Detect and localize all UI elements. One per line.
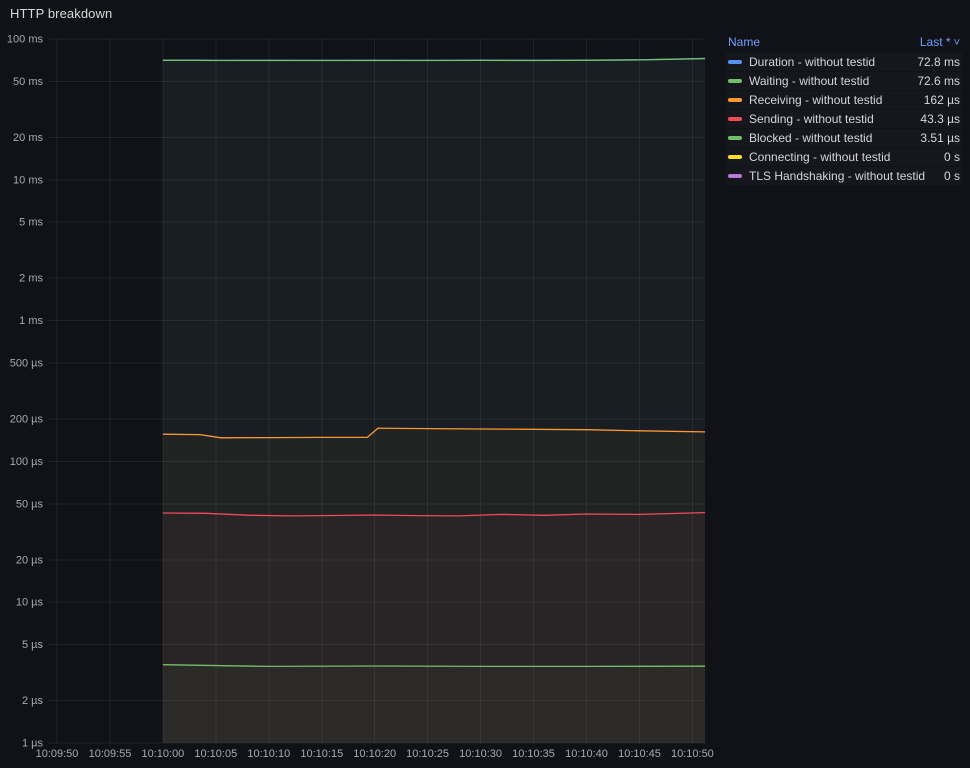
svg-text:20 ms: 20 ms [13, 132, 43, 144]
legend-series-label: Sending - without testid [749, 112, 874, 126]
legend-column-name[interactable]: Name [728, 34, 761, 49]
legend-row[interactable]: Duration - without testid 72.8 ms [726, 53, 962, 71]
legend-row[interactable]: Blocked - without testid 3.51 µs [726, 129, 962, 147]
series-color-marker[interactable] [728, 117, 742, 121]
legend-series-label: TLS Handshaking - without testid [749, 169, 926, 183]
panel-title[interactable]: HTTP breakdown [10, 6, 113, 21]
svg-text:10:10:30: 10:10:30 [459, 748, 502, 760]
series-color-marker[interactable] [728, 136, 742, 140]
svg-text:5 ms: 5 ms [19, 217, 43, 229]
svg-text:1 µs: 1 µs [22, 738, 44, 750]
svg-text:10 ms: 10 ms [13, 174, 43, 186]
legend-series-label: Receiving - without testid [749, 93, 883, 107]
legend-row[interactable]: Sending - without testid 43.3 µs [726, 110, 962, 128]
legend-series-value: 43.3 µs [920, 112, 960, 126]
svg-text:2 µs: 2 µs [22, 695, 44, 707]
svg-text:20 µs: 20 µs [16, 554, 44, 566]
legend-rows: Duration - without testid 72.8 ms Waiting … [726, 53, 962, 185]
svg-text:10:10:35: 10:10:35 [512, 748, 555, 760]
svg-text:50 ms: 50 ms [13, 76, 43, 88]
legend-series-value: 3.51 µs [920, 131, 960, 145]
legend-series-label: Duration - without testid [749, 55, 876, 69]
legend-series-value: 72.8 ms [917, 55, 960, 69]
svg-text:10:10:20: 10:10:20 [353, 748, 396, 760]
legend-series-label: Blocked - without testid [749, 131, 873, 145]
svg-text:10:10:00: 10:10:00 [141, 748, 184, 760]
legend-series-label: Waiting - without testid [749, 74, 870, 88]
svg-text:10:10:25: 10:10:25 [406, 748, 449, 760]
legend-column-last[interactable]: Last * ˅ [920, 35, 960, 49]
svg-text:5 µs: 5 µs [22, 639, 44, 651]
series-color-marker[interactable] [728, 60, 742, 64]
svg-text:2 ms: 2 ms [19, 273, 43, 285]
series-color-marker[interactable] [728, 155, 742, 159]
legend-series-label: Connecting - without testid [749, 150, 891, 164]
series-color-marker[interactable] [728, 79, 742, 83]
svg-text:10:10:50: 10:10:50 [671, 748, 714, 760]
legend-row[interactable]: Waiting - without testid 72.6 ms [726, 72, 962, 90]
svg-text:1 ms: 1 ms [19, 315, 43, 327]
legend-series-value: 72.6 ms [917, 74, 960, 88]
svg-text:200 µs: 200 µs [10, 414, 44, 426]
svg-text:10:09:50: 10:09:50 [36, 748, 79, 760]
svg-text:50 µs: 50 µs [16, 498, 44, 510]
legend-row[interactable]: Connecting - without testid 0 s [726, 148, 962, 166]
legend-header: Name Last * ˅ [726, 33, 962, 53]
svg-text:10:10:15: 10:10:15 [300, 748, 343, 760]
sort-desc-icon: ˅ [953, 36, 960, 49]
legend-column-last-label: Last * [919, 34, 951, 49]
legend-table: Name Last * ˅ Duration - without testid 72… [726, 33, 962, 186]
svg-text:10:10:40: 10:10:40 [565, 748, 608, 760]
svg-text:100 µs: 100 µs [10, 456, 44, 468]
svg-text:500 µs: 500 µs [10, 358, 44, 370]
legend-series-value: 0 s [943, 169, 960, 183]
svg-text:10:10:05: 10:10:05 [194, 748, 237, 760]
series-color-marker[interactable] [728, 174, 742, 178]
series-color-marker[interactable] [728, 98, 742, 102]
legend-series-value: 162 µs [923, 93, 960, 107]
svg-text:10:10:10: 10:10:10 [247, 748, 290, 760]
legend-row[interactable]: TLS Handshaking - without testid 0 s [726, 167, 962, 185]
legend-row[interactable]: Receiving - without testid 162 µs [726, 91, 962, 109]
svg-text:10:10:45: 10:10:45 [618, 748, 661, 760]
svg-text:10:09:55: 10:09:55 [89, 748, 132, 760]
svg-text:10 µs: 10 µs [16, 597, 44, 609]
legend-series-value: 0 s [943, 150, 960, 164]
svg-text:100 ms: 100 ms [7, 34, 44, 46]
